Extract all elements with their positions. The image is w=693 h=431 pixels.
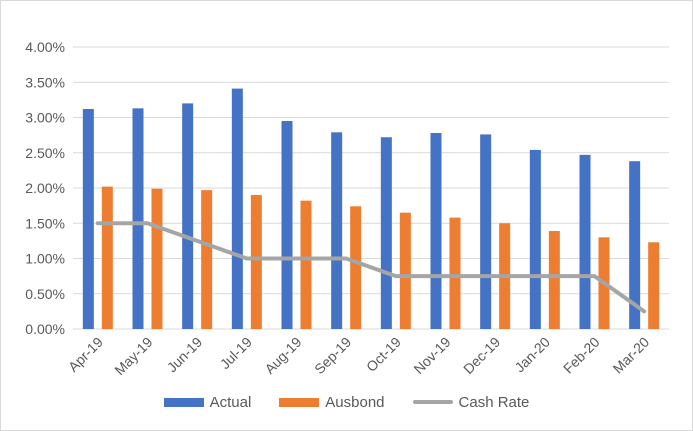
bar-ausbond [399,212,411,329]
legend-item-ausbond: Ausbond [279,393,385,411]
x-tick-label: Dec-19 [460,334,503,377]
bar-ausbond [449,217,461,329]
bar-actual [529,149,541,329]
bar-ausbond [548,231,560,329]
legend-label-cash-rate: Cash Rate [458,393,530,411]
bar-actual [380,137,392,329]
bar-ausbond [151,188,163,329]
legend-item-actual: Actual [163,393,252,411]
legend-label-actual: Actual [209,393,252,411]
bar-ausbond [201,190,213,329]
x-tick-label: Nov-19 [410,334,453,377]
legend-item-cash-rate: Cash Rate [412,393,530,411]
y-tick-label: 3.00% [25,110,65,126]
bar-actual [182,103,194,330]
x-tick-label: Jul-19 [217,334,255,372]
legend-swatch-actual [163,397,204,407]
bar-actual [281,121,293,330]
x-tick-label: Jun-19 [164,334,206,376]
bar-actual [430,133,442,329]
bar-ausbond [250,195,262,329]
x-tick-label: Jan-20 [511,334,553,376]
x-tick-label: Oct-19 [363,334,404,375]
bar-actual [82,109,94,329]
x-tick-label: Feb-20 [560,334,603,377]
y-tick-label: 3.50% [25,74,65,90]
legend-label-ausbond: Ausbond [325,393,385,411]
x-tick-label: Mar-20 [610,334,653,377]
y-tick-label: 0.50% [25,286,65,302]
y-tick-label: 2.00% [25,180,65,196]
x-tick-label: Sep-19 [311,334,354,377]
bar-ausbond [300,200,312,329]
y-tick-label: 4.00% [25,39,65,55]
legend-swatch-cash-rate [412,400,453,404]
bar-actual [331,132,343,329]
bar-ausbond [350,206,362,329]
bar-actual [480,134,492,329]
legend: Actual Ausbond Cash Rate [1,390,692,414]
bar-actual [132,108,144,330]
x-tick-label: May-19 [111,334,155,378]
bar-ausbond [101,186,113,329]
y-tick-label: 2.50% [25,145,65,161]
bar-actual [629,161,641,329]
x-tick-label: Aug-19 [261,334,304,377]
y-tick-label: 1.50% [25,215,65,231]
bar-actual [231,88,243,329]
x-tick-label: Apr-19 [65,334,106,375]
bar-ausbond [648,242,660,329]
y-tick-label: 1.00% [25,251,65,267]
y-tick-label: 0.00% [25,321,65,337]
legend-swatch-ausbond [279,397,320,407]
line-cash-rate [95,221,647,314]
bar-actual [579,154,591,329]
